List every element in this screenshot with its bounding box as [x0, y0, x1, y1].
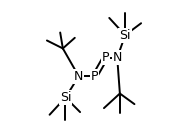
- Text: Si: Si: [119, 29, 131, 42]
- Text: N: N: [74, 70, 84, 83]
- Text: P: P: [102, 51, 109, 64]
- Text: N: N: [113, 51, 122, 64]
- Text: P: P: [91, 70, 98, 83]
- Text: Si: Si: [60, 91, 71, 104]
